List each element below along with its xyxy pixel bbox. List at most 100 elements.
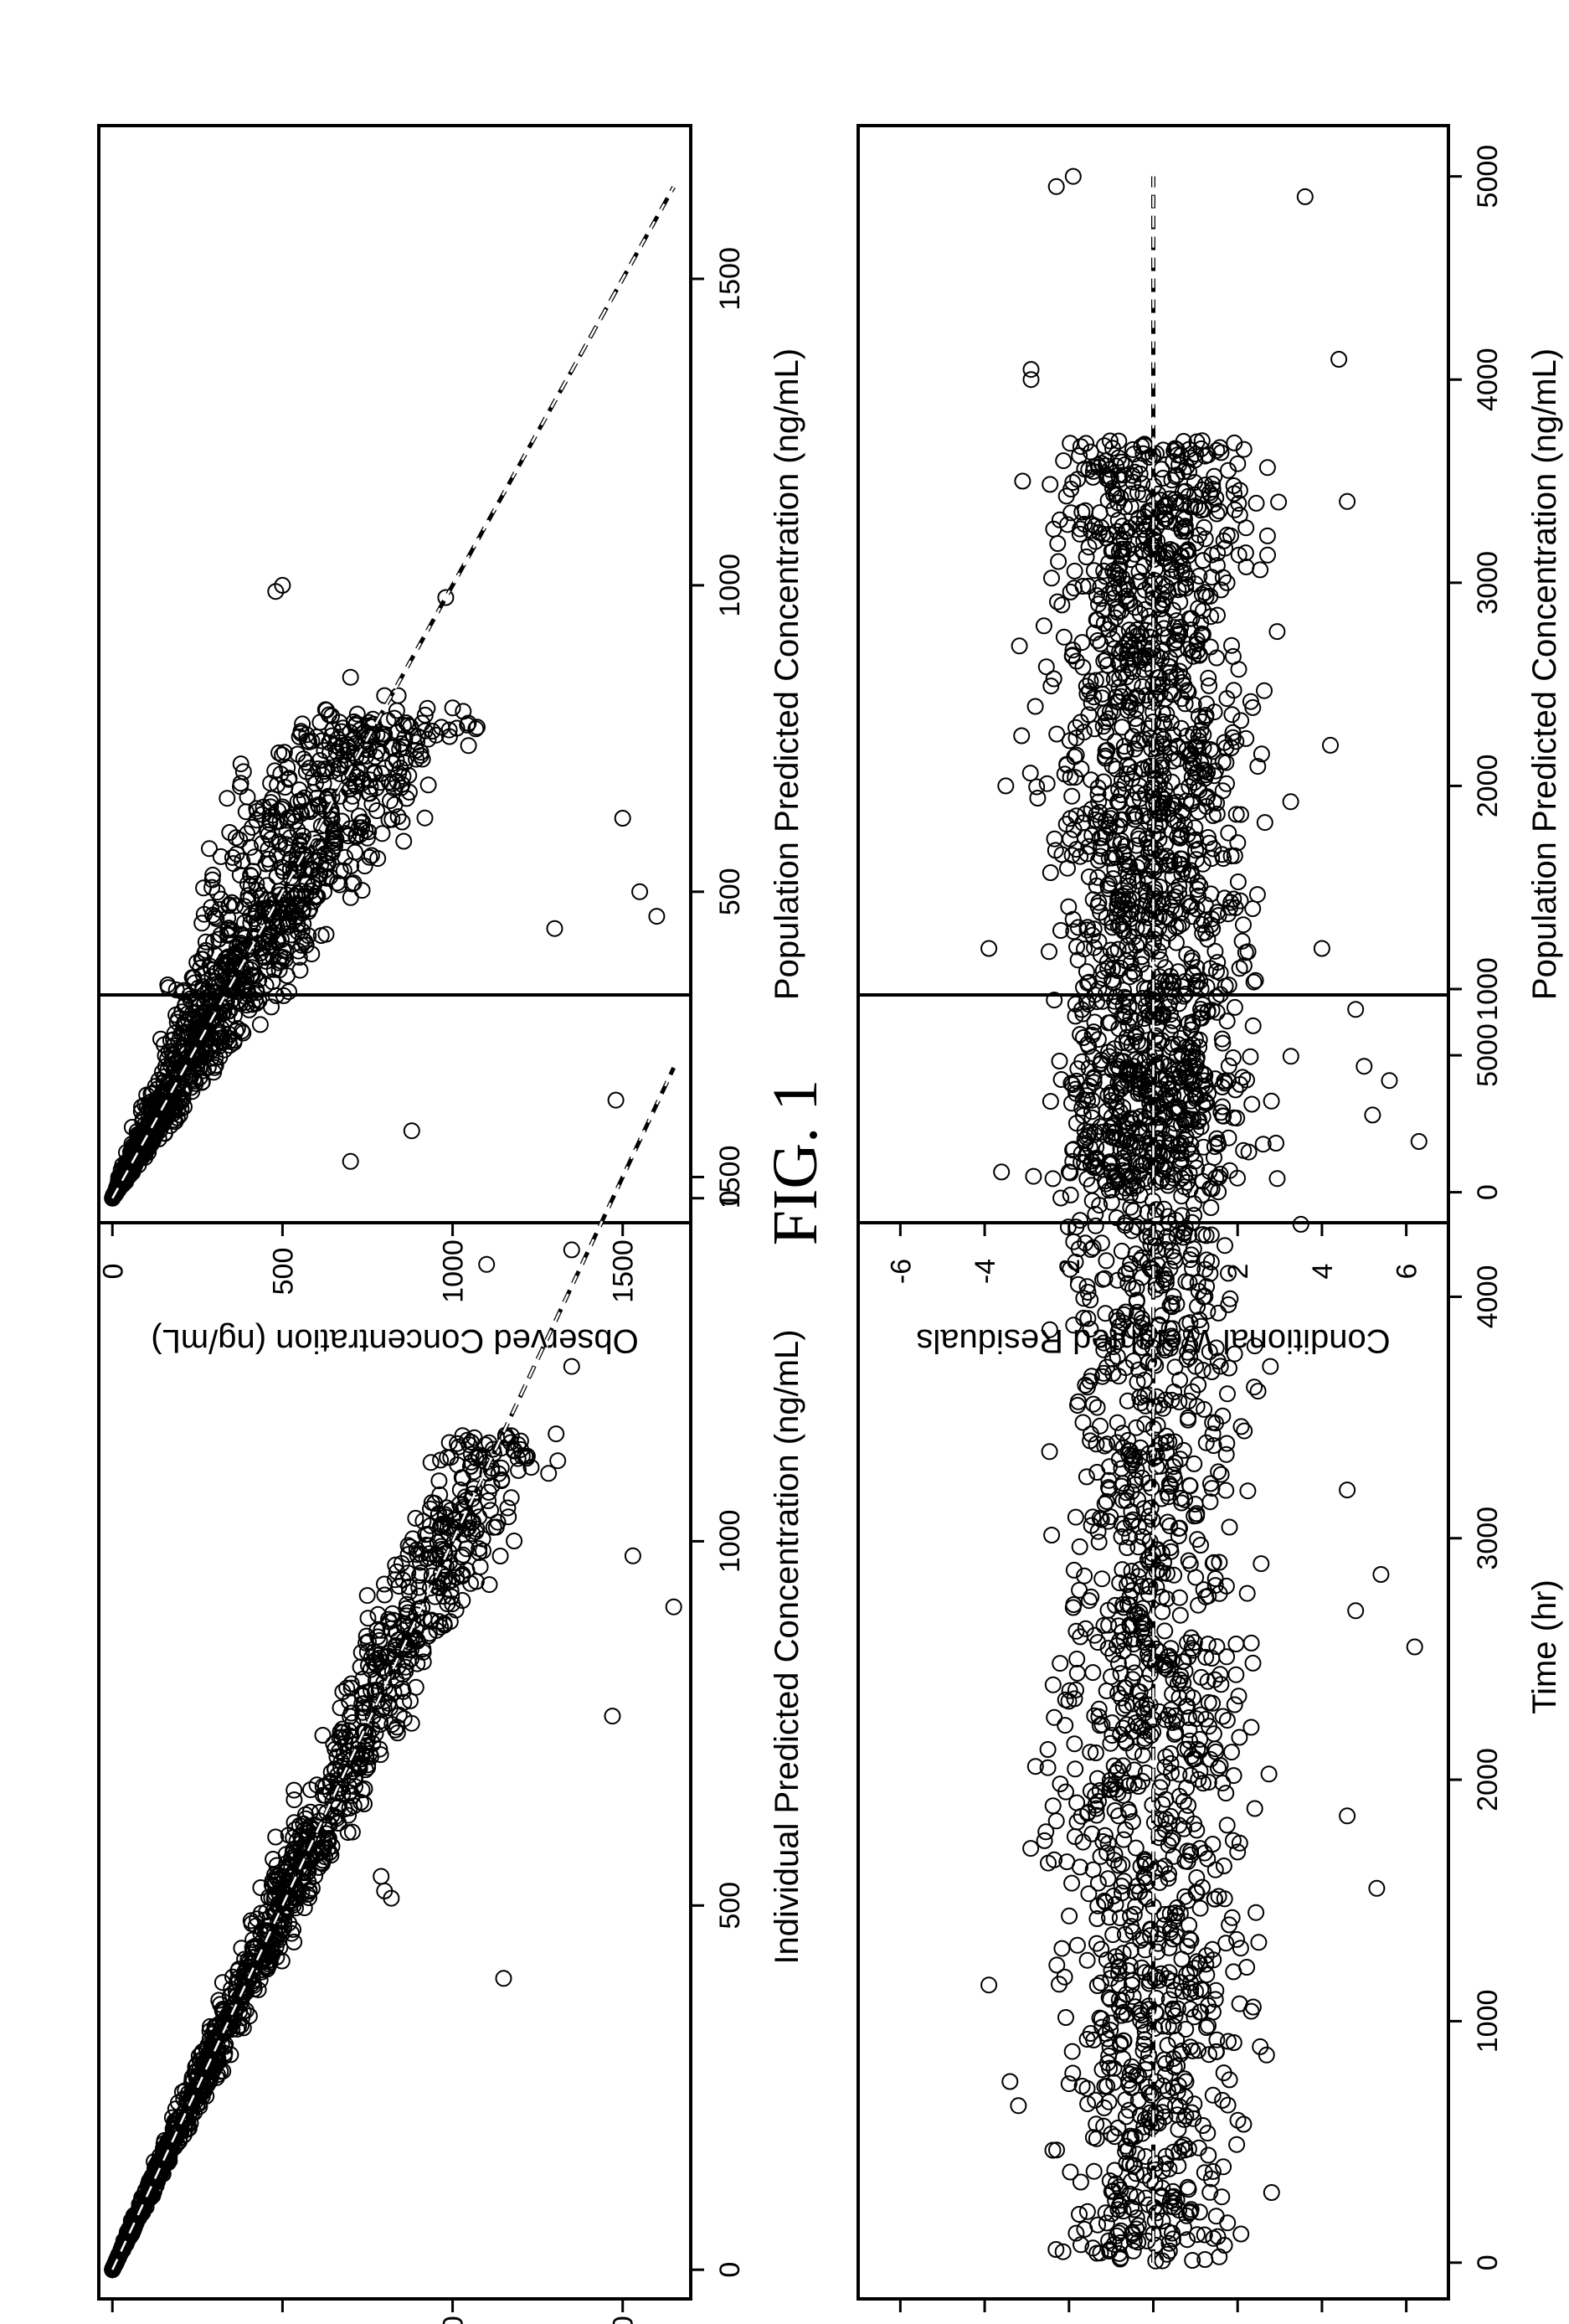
- data-point: [1244, 698, 1262, 716]
- data-point: [1121, 2065, 1139, 2083]
- data-point: [1060, 1163, 1078, 1181]
- data-point: [1179, 1853, 1196, 1870]
- data-point: [1263, 1092, 1280, 1110]
- y-tick-label: 0: [97, 1264, 129, 1280]
- data-point: [285, 1920, 301, 1938]
- data-point: [360, 785, 378, 802]
- data-point: [1178, 682, 1196, 699]
- data-point: [1204, 743, 1222, 760]
- data-point: [435, 1515, 453, 1533]
- data-point: [1109, 962, 1127, 979]
- data-point: [1100, 1014, 1117, 1032]
- data-point: [1131, 465, 1149, 482]
- data-point: [376, 1575, 393, 1593]
- data-point: [387, 1721, 404, 1739]
- data-point: [1095, 1616, 1113, 1634]
- data-point: [500, 1508, 517, 1526]
- data-point: [359, 1610, 377, 1627]
- data-point: [1126, 805, 1144, 822]
- data-point: [300, 1863, 317, 1880]
- data-point: [412, 1564, 430, 1582]
- data-point: [1191, 2003, 1209, 2021]
- data-point: [232, 755, 249, 773]
- data-point: [280, 983, 297, 1001]
- data-point: [665, 1598, 682, 1615]
- data-point: [1126, 1471, 1144, 1489]
- data-point: [455, 1469, 471, 1487]
- data-point: [1244, 900, 1262, 917]
- data-point: [1296, 188, 1314, 205]
- data-point: [157, 1058, 174, 1075]
- data-point: [373, 825, 391, 843]
- data-point: [1153, 461, 1170, 478]
- data-point: [195, 879, 213, 897]
- data-point: [1057, 2009, 1074, 2026]
- data-point: [363, 847, 380, 864]
- data-point: [1194, 996, 1211, 1013]
- data-point: [195, 905, 213, 923]
- x-axis-title: Population Predicted Concentration (ng/m…: [769, 348, 805, 1000]
- data-point: [1134, 542, 1151, 559]
- data-point: [1171, 1606, 1189, 1624]
- data-point: [1232, 1075, 1248, 1093]
- data-point: [607, 1091, 625, 1109]
- data-point: [1230, 1688, 1247, 1705]
- data-point: [248, 984, 265, 1002]
- data-point: [1196, 761, 1213, 779]
- data-point: [980, 940, 998, 957]
- data-point: [1282, 1048, 1299, 1065]
- data-point: [1134, 475, 1151, 492]
- data-point: [1153, 1544, 1170, 1562]
- data-point: [1132, 1394, 1150, 1412]
- data-point: [1066, 1735, 1083, 1753]
- data-point: [327, 1760, 344, 1778]
- data-point: [1068, 938, 1085, 956]
- data-point: [1161, 683, 1179, 701]
- data-point: [1224, 1049, 1242, 1066]
- data-point: [422, 1454, 440, 1471]
- data-point: [462, 1457, 479, 1475]
- data-point: [1187, 446, 1205, 463]
- data-point: [1042, 678, 1060, 695]
- data-point: [1215, 850, 1232, 868]
- data-point: [1122, 1009, 1139, 1027]
- data-point: [338, 752, 356, 770]
- data-point: [1410, 1133, 1428, 1150]
- data-point: [1171, 1451, 1189, 1468]
- data-point: [341, 1784, 358, 1801]
- data-point: [1093, 1511, 1110, 1528]
- data-point: [1044, 1676, 1062, 1693]
- data-point: [342, 780, 359, 797]
- data-point: [242, 878, 260, 895]
- data-point: [260, 1958, 277, 1976]
- data-point: [303, 946, 321, 963]
- x-tick-label: 0: [1472, 1184, 1504, 1200]
- data-point: [1099, 1512, 1117, 1530]
- data-point: [1078, 1468, 1095, 1486]
- data-point: [332, 1724, 349, 1741]
- data-point: [356, 737, 373, 754]
- data-point: [468, 1520, 486, 1538]
- data-point: [1183, 949, 1201, 966]
- data-point: [250, 971, 268, 989]
- data-point: [233, 1023, 250, 1040]
- data-point: [243, 959, 260, 976]
- data-point: [1071, 1538, 1088, 1555]
- data-point: [159, 976, 177, 993]
- data-point: [1060, 2075, 1078, 2093]
- x-tick-label: 500: [714, 1882, 746, 1930]
- data-point: [1200, 2146, 1217, 2164]
- data-point: [1198, 1278, 1216, 1296]
- data-point: [178, 1030, 196, 1048]
- data-point: [1175, 1178, 1193, 1196]
- data-point: [471, 1558, 489, 1575]
- data-point: [1170, 750, 1187, 768]
- data-point: [1149, 1416, 1166, 1434]
- data-point: [234, 1986, 252, 2003]
- data-point: [1217, 1935, 1235, 1952]
- y-tick-label: 500: [267, 1248, 299, 1296]
- data-point: [512, 1440, 530, 1458]
- data-point: [1147, 761, 1165, 779]
- data-point: [1095, 1334, 1113, 1352]
- data-point: [499, 1430, 517, 1447]
